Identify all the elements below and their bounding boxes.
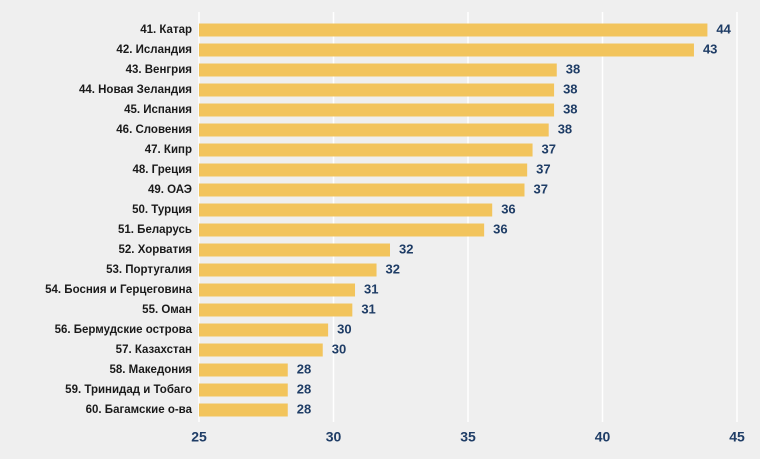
bar [199, 223, 485, 237]
data-label: 37 [533, 181, 547, 196]
data-label: 38 [558, 121, 572, 136]
data-label: 44 [716, 21, 731, 36]
y-tick-label: 53. Португалия [106, 264, 192, 276]
bar [199, 103, 555, 117]
y-tick-label: 45. Испания [124, 104, 192, 116]
data-label: 28 [297, 401, 311, 416]
bar [199, 143, 533, 157]
data-label: 36 [493, 221, 507, 236]
bar [199, 43, 694, 57]
y-tick-label: 60. Багамские о-ва [86, 404, 193, 416]
bar [199, 263, 377, 277]
y-tick-label: 47. Кипр [145, 144, 192, 156]
bar [199, 403, 288, 417]
bar [199, 323, 329, 337]
bar [199, 303, 353, 317]
bar [199, 283, 356, 297]
bar [199, 83, 555, 97]
y-tick-label: 43. Венгрия [126, 64, 192, 76]
y-tick-label: 46. Словения [116, 124, 192, 136]
data-label: 31 [364, 281, 378, 296]
x-tick-label: 30 [326, 429, 342, 445]
bar [199, 63, 557, 77]
y-tick-label: 54. Босния и Герцеговина [45, 284, 192, 296]
x-tick-label: 45 [729, 429, 745, 445]
y-tick-label: 51. Беларусь [118, 224, 192, 236]
data-label: 36 [501, 201, 515, 216]
x-tick-label: 25 [191, 429, 207, 445]
y-tick-label: 50. Турция [132, 204, 192, 216]
y-tick-label: 42. Исландия [116, 44, 192, 56]
y-tick-label: 59. Тринидад и Тобаго [65, 384, 192, 396]
data-label: 32 [386, 261, 400, 276]
x-tick-label: 35 [460, 429, 476, 445]
data-label: 37 [536, 161, 550, 176]
bar [199, 123, 549, 137]
y-tick-label: 52. Хорватия [119, 244, 192, 256]
data-label: 38 [563, 101, 577, 116]
bar [199, 343, 323, 357]
y-tick-label: 56. Бермудские острова [55, 324, 193, 336]
y-tick-label: 48. Греция [132, 164, 192, 176]
bar [199, 203, 493, 217]
data-label: 38 [566, 61, 580, 76]
bar [199, 363, 288, 377]
data-label: 30 [337, 321, 351, 336]
data-label: 30 [332, 341, 346, 356]
bar [199, 383, 288, 397]
y-tick-label: 57. Казахстан [116, 344, 192, 356]
y-tick-label: 58. Македония [110, 364, 193, 376]
bar [199, 23, 708, 37]
y-tick-label: 49. ОАЭ [148, 184, 192, 196]
data-label: 38 [563, 81, 577, 96]
y-tick-label: 41. Катар [140, 24, 192, 36]
bar [199, 243, 390, 257]
bar [199, 163, 528, 177]
y-tick-label: 44. Новая Зеландия [79, 84, 192, 96]
data-label: 32 [399, 241, 413, 256]
x-tick-label: 40 [595, 429, 611, 445]
data-label: 43 [703, 41, 717, 56]
data-label: 37 [542, 141, 556, 156]
data-label: 31 [361, 301, 375, 316]
y-tick-label: 55. Оман [142, 304, 192, 316]
data-label: 28 [297, 361, 311, 376]
bar [199, 183, 525, 197]
data-label: 28 [297, 381, 311, 396]
